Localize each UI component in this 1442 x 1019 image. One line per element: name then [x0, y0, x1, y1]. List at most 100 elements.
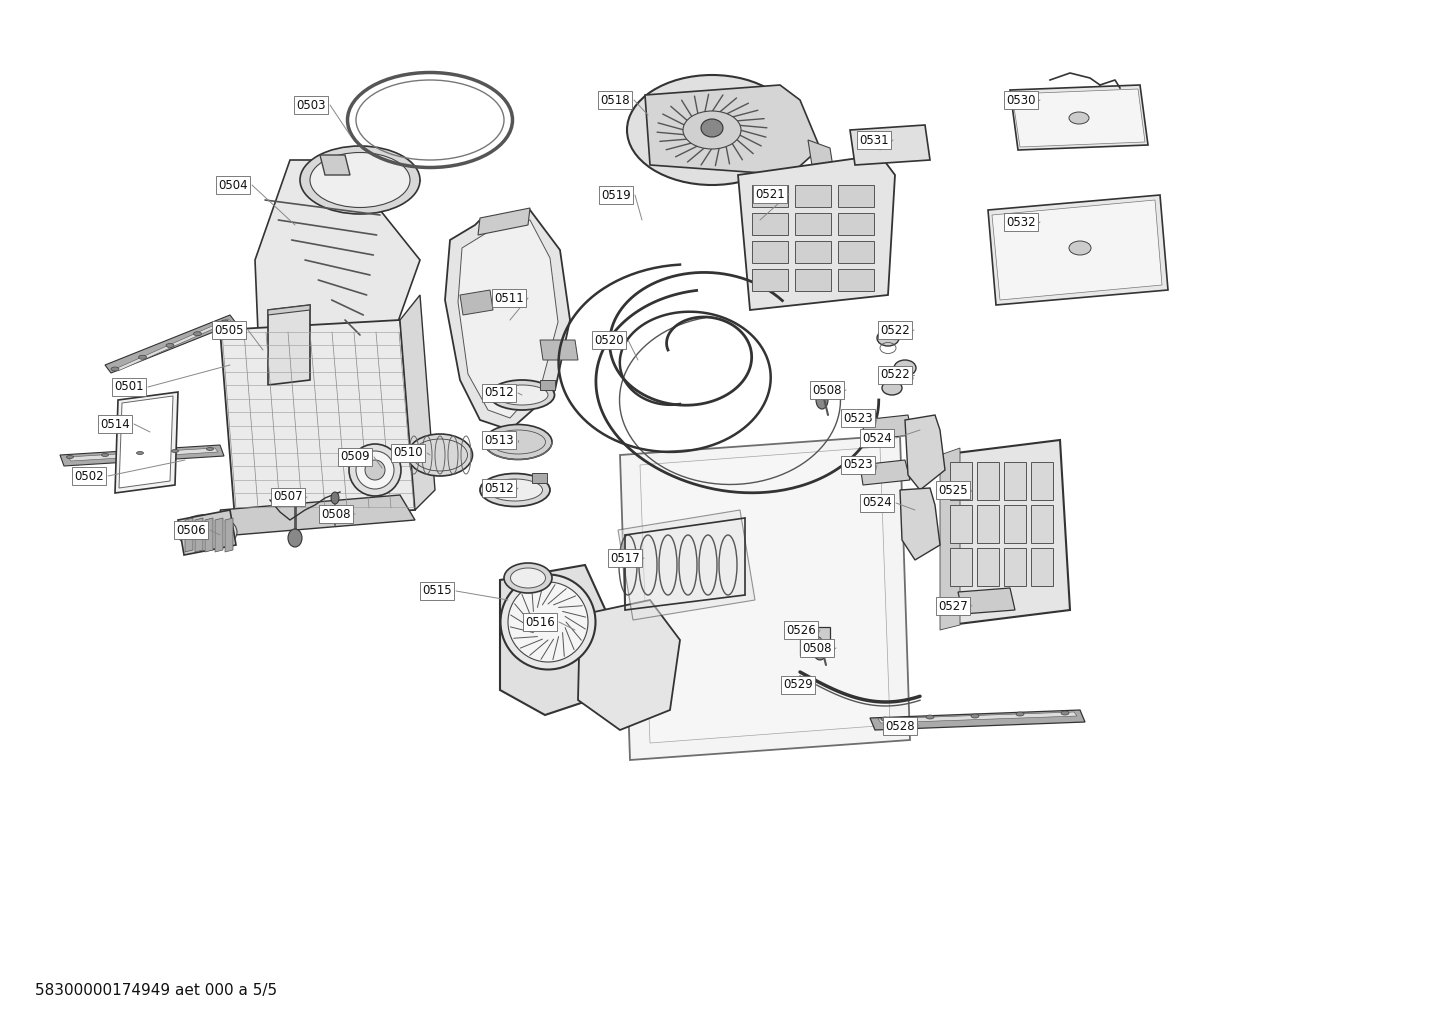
- Polygon shape: [500, 565, 610, 715]
- Bar: [751, 185, 787, 207]
- Ellipse shape: [137, 451, 144, 454]
- Polygon shape: [255, 160, 420, 420]
- Polygon shape: [1012, 89, 1145, 147]
- Text: 58300000174949 aet 000 a 5/5: 58300000174949 aet 000 a 5/5: [35, 982, 277, 998]
- Bar: [978, 548, 999, 586]
- Ellipse shape: [288, 529, 301, 547]
- Ellipse shape: [500, 575, 596, 669]
- Ellipse shape: [166, 343, 174, 347]
- Polygon shape: [177, 510, 236, 555]
- Ellipse shape: [193, 332, 202, 335]
- Polygon shape: [268, 305, 310, 385]
- Ellipse shape: [808, 636, 822, 646]
- Text: 0524: 0524: [862, 496, 891, 510]
- Ellipse shape: [684, 111, 741, 149]
- Ellipse shape: [349, 444, 401, 496]
- Ellipse shape: [365, 460, 385, 480]
- Text: 0505: 0505: [213, 323, 244, 336]
- Ellipse shape: [138, 356, 147, 360]
- Text: 0523: 0523: [844, 459, 872, 472]
- Bar: [978, 462, 999, 500]
- Ellipse shape: [816, 391, 828, 409]
- Ellipse shape: [332, 492, 339, 504]
- Text: 0510: 0510: [394, 446, 423, 460]
- Bar: [795, 185, 831, 207]
- Ellipse shape: [206, 447, 213, 450]
- Text: 0511: 0511: [495, 291, 523, 305]
- Polygon shape: [185, 518, 193, 552]
- Polygon shape: [460, 290, 493, 315]
- Text: 0527: 0527: [937, 599, 968, 612]
- Ellipse shape: [883, 381, 903, 395]
- Bar: [950, 505, 972, 543]
- Text: 0523: 0523: [844, 412, 872, 425]
- Text: 0530: 0530: [1007, 94, 1035, 107]
- Text: 0529: 0529: [783, 679, 813, 692]
- Text: 0519: 0519: [601, 189, 630, 202]
- Polygon shape: [940, 448, 960, 630]
- Text: 0525: 0525: [937, 483, 968, 496]
- Ellipse shape: [627, 75, 797, 185]
- Bar: [800, 627, 831, 655]
- Bar: [838, 269, 874, 291]
- Ellipse shape: [926, 715, 934, 719]
- Polygon shape: [578, 600, 681, 730]
- Polygon shape: [539, 340, 578, 360]
- Text: 0517: 0517: [610, 551, 640, 565]
- Text: 0501: 0501: [114, 380, 144, 393]
- Polygon shape: [620, 435, 910, 760]
- Text: 0520: 0520: [594, 333, 623, 346]
- Polygon shape: [115, 319, 231, 371]
- Text: 0522: 0522: [880, 323, 910, 336]
- Ellipse shape: [172, 449, 179, 452]
- Polygon shape: [477, 208, 531, 235]
- Ellipse shape: [813, 640, 828, 660]
- Text: 0516: 0516: [525, 615, 555, 629]
- Text: 0522: 0522: [880, 369, 910, 381]
- Polygon shape: [399, 294, 435, 510]
- Ellipse shape: [701, 119, 722, 137]
- Bar: [838, 213, 874, 235]
- Bar: [838, 185, 874, 207]
- Ellipse shape: [894, 360, 916, 376]
- Polygon shape: [532, 473, 547, 483]
- Polygon shape: [539, 380, 555, 390]
- Polygon shape: [992, 200, 1162, 300]
- Text: 0521: 0521: [756, 187, 784, 201]
- Text: 0509: 0509: [340, 450, 369, 464]
- Ellipse shape: [221, 320, 229, 324]
- Ellipse shape: [1069, 112, 1089, 124]
- Bar: [1031, 505, 1053, 543]
- Ellipse shape: [510, 568, 545, 588]
- Ellipse shape: [505, 564, 552, 593]
- Polygon shape: [215, 518, 224, 552]
- Polygon shape: [849, 125, 930, 165]
- Ellipse shape: [487, 479, 542, 501]
- Polygon shape: [957, 588, 1015, 614]
- Text: 0532: 0532: [1007, 215, 1035, 228]
- Text: 0504: 0504: [218, 178, 248, 192]
- Bar: [838, 242, 874, 263]
- Polygon shape: [195, 518, 203, 552]
- Text: 0503: 0503: [296, 99, 326, 111]
- Text: 0531: 0531: [859, 133, 888, 147]
- Ellipse shape: [881, 717, 890, 721]
- Ellipse shape: [300, 146, 420, 214]
- Polygon shape: [619, 510, 756, 620]
- Bar: [751, 269, 787, 291]
- Text: 0506: 0506: [176, 524, 206, 536]
- Polygon shape: [115, 392, 177, 493]
- Ellipse shape: [496, 385, 548, 405]
- Ellipse shape: [177, 515, 236, 549]
- Polygon shape: [68, 448, 218, 461]
- Polygon shape: [320, 155, 350, 175]
- Polygon shape: [105, 315, 236, 373]
- Ellipse shape: [1069, 242, 1092, 255]
- Ellipse shape: [408, 434, 473, 476]
- Ellipse shape: [1017, 712, 1024, 716]
- Bar: [751, 242, 787, 263]
- Ellipse shape: [480, 474, 549, 506]
- Text: 0518: 0518: [600, 94, 630, 107]
- Polygon shape: [940, 440, 1070, 625]
- Bar: [978, 505, 999, 543]
